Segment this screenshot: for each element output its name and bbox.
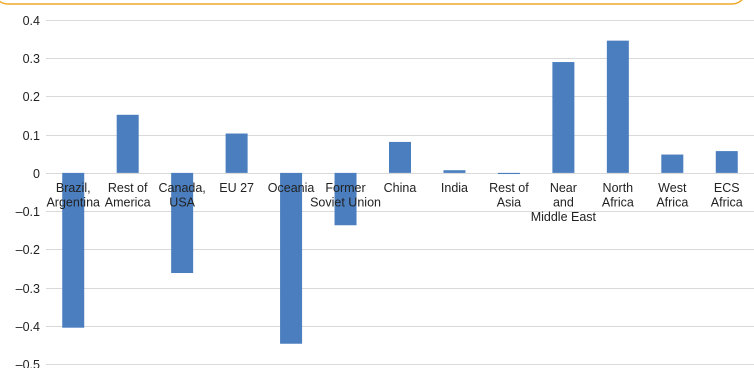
bar [661,154,684,173]
category-label-line: Brazil, [56,181,91,195]
category-label: Oceania [268,181,315,195]
bar [225,133,248,173]
category-label-line: India [441,181,468,195]
category-label-line: Africa [656,195,688,209]
category-label-line: China [384,181,417,195]
y-tick-label: 0.3 [23,52,40,66]
category-label-line: Africa [711,195,743,209]
gridlines [46,20,754,365]
category-label-line: Oceania [268,181,315,195]
bar [280,172,303,344]
bar [389,141,411,173]
category-label: Rest of Asia [489,181,529,210]
category-label-line: ECS [714,181,740,195]
y-tick-label: 0.2 [23,90,40,104]
bar [715,151,738,173]
bar [116,114,139,173]
category-label-line: Argentina [46,195,100,209]
bar [443,170,466,173]
category-label-line: EU 27 [219,181,254,195]
category-label: Near and Middle East [531,181,597,224]
category-label-line: USA [169,195,195,209]
category-label-line: North [603,181,634,195]
y-tick-label: –0.5 [16,358,40,368]
y-tick-label: –0.1 [16,205,40,219]
y-tick-label: 0.1 [23,129,40,143]
category-label-line: Africa [602,195,634,209]
bar [62,172,85,328]
top-frame-border [0,0,743,5]
y-tick-label: 0 [33,167,40,181]
category-label: China [384,181,417,195]
category-label: Canada, USA [159,181,206,210]
category-label-line: and [553,195,574,209]
category-label-line: Soviet Union [310,195,381,209]
category-label: ECS Africa [711,181,743,210]
category-label-line: America [105,195,151,209]
category-label-line: Rest of [489,181,529,195]
bars [62,40,738,344]
category-label-line: Middle East [531,210,597,224]
y-tick-label: –0.3 [16,282,40,296]
y-tick-label: –0.2 [16,243,40,257]
bar [606,40,629,173]
y-axis-ticks: 0.4 0.3 0.2 0.1 0 –0.1 –0.2 –0.3 –0.4 –0.5 [16,14,40,368]
bar [552,62,575,173]
y-tick-label: –0.4 [16,320,40,334]
category-label-line: Rest of [108,181,148,195]
y-tick-label: 0.4 [23,14,40,28]
category-label: EU 27 [219,181,254,195]
category-label-line: Former [325,181,365,195]
category-label: Rest of America [105,181,151,210]
category-label: North Africa [602,181,634,210]
category-label: India [441,181,468,195]
bar [497,172,520,175]
category-label-line: Asia [497,195,521,209]
bar [171,172,194,274]
category-label-line: Near [550,181,577,195]
category-label: West Africa [656,181,688,210]
category-label: Former Soviet Union [310,181,381,210]
category-label: Brazil, Argentina [46,181,100,210]
bar [334,172,357,226]
category-label-line: West [658,181,687,195]
category-label-line: Canada, [159,181,206,195]
